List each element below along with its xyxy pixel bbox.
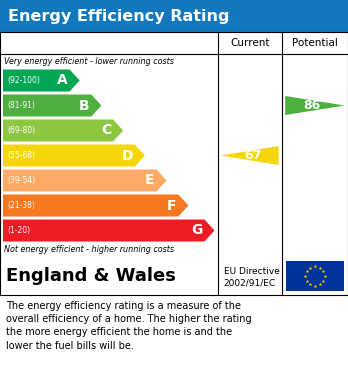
Text: EU Directive: EU Directive (223, 267, 279, 276)
Text: C: C (101, 124, 111, 138)
Text: Not energy efficient - higher running costs: Not energy efficient - higher running co… (4, 246, 174, 255)
Text: The energy efficiency rating is a measure of the
overall efficiency of a home. T: The energy efficiency rating is a measur… (6, 301, 252, 351)
Text: England & Wales: England & Wales (6, 267, 176, 285)
Polygon shape (3, 219, 214, 242)
Polygon shape (3, 194, 188, 217)
Text: (92-100): (92-100) (7, 76, 40, 85)
Polygon shape (3, 145, 145, 167)
Text: 86: 86 (303, 99, 321, 112)
Text: D: D (121, 149, 133, 163)
Text: (39-54): (39-54) (7, 176, 35, 185)
Text: B: B (79, 99, 89, 113)
Polygon shape (3, 120, 123, 142)
Bar (0, 0, 348, 32)
Text: E: E (145, 174, 155, 188)
Text: A: A (57, 74, 68, 88)
Text: Current: Current (230, 38, 269, 48)
Text: Energy Efficiency Rating: Energy Efficiency Rating (8, 9, 229, 23)
Text: 67: 67 (244, 149, 261, 162)
Text: (1-20): (1-20) (7, 226, 30, 235)
Text: (55-68): (55-68) (7, 151, 35, 160)
Text: F: F (167, 199, 176, 212)
Text: (21-38): (21-38) (7, 201, 35, 210)
Text: G: G (191, 224, 203, 237)
Text: Very energy efficient - lower running costs: Very energy efficient - lower running co… (4, 57, 174, 66)
Text: (69-80): (69-80) (7, 126, 35, 135)
Bar (286, 261, 344, 291)
Polygon shape (221, 146, 279, 165)
Text: 2002/91/EC: 2002/91/EC (223, 278, 276, 287)
Text: Potential: Potential (292, 38, 338, 48)
Polygon shape (3, 70, 80, 91)
Polygon shape (285, 96, 345, 115)
Polygon shape (3, 95, 101, 117)
Polygon shape (3, 170, 167, 192)
Text: (81-91): (81-91) (7, 101, 35, 110)
